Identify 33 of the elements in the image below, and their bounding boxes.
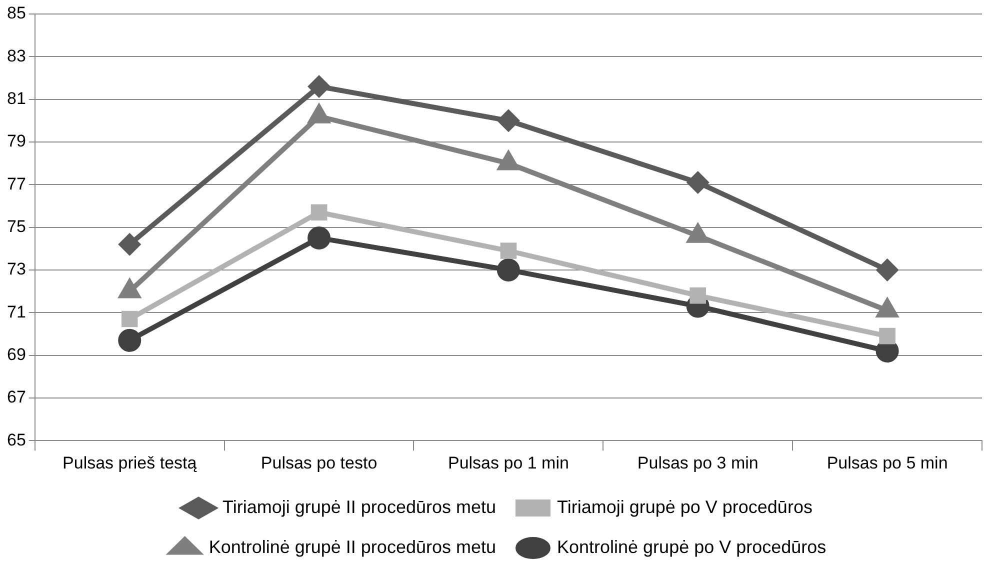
legend-label: Tiriamoji grupė II procedūros metu: [222, 496, 496, 517]
y-tick-label: 81: [6, 89, 26, 108]
point: [310, 204, 328, 221]
x-tick-label: Pulsas prieš testą: [62, 453, 198, 472]
y-tick-label: 69: [6, 344, 26, 364]
y-tick-label: 83: [6, 46, 26, 66]
point: [690, 287, 706, 304]
point: [500, 242, 517, 259]
legend-label: Kontrolinė grupė II procedūros metu: [208, 536, 496, 557]
y-tick-label: 75: [6, 216, 26, 236]
y-tick-label: 65: [6, 430, 26, 450]
point: [119, 234, 140, 255]
y-tick-label: 71: [6, 302, 26, 322]
y-tick-label: 77: [6, 174, 26, 194]
point: [876, 259, 898, 280]
point: [118, 328, 142, 352]
x-tick-label: Pulsas po testo: [260, 453, 378, 472]
legend-label: Kontrolinė grupė po V procedūros: [556, 536, 826, 557]
point: [308, 76, 330, 98]
y-tick-label: 73: [6, 260, 26, 279]
y-tick-label: 85: [6, 4, 26, 23]
x-tick-label: Pulsas po 1 min: [448, 453, 569, 472]
x-tick-label: Pulsas po 5 min: [826, 453, 948, 472]
point: [498, 110, 519, 132]
legend-label: Tiriamoji grupė po V procedūros: [556, 496, 812, 517]
y-tick-label: 79: [6, 132, 26, 151]
point: [496, 258, 520, 282]
point: [687, 172, 708, 194]
point: [308, 226, 331, 250]
y-tick-label: 67: [6, 388, 26, 407]
x-tick-label: Pulsas po 3 min: [637, 453, 758, 472]
point: [879, 328, 896, 344]
point: [121, 310, 138, 328]
